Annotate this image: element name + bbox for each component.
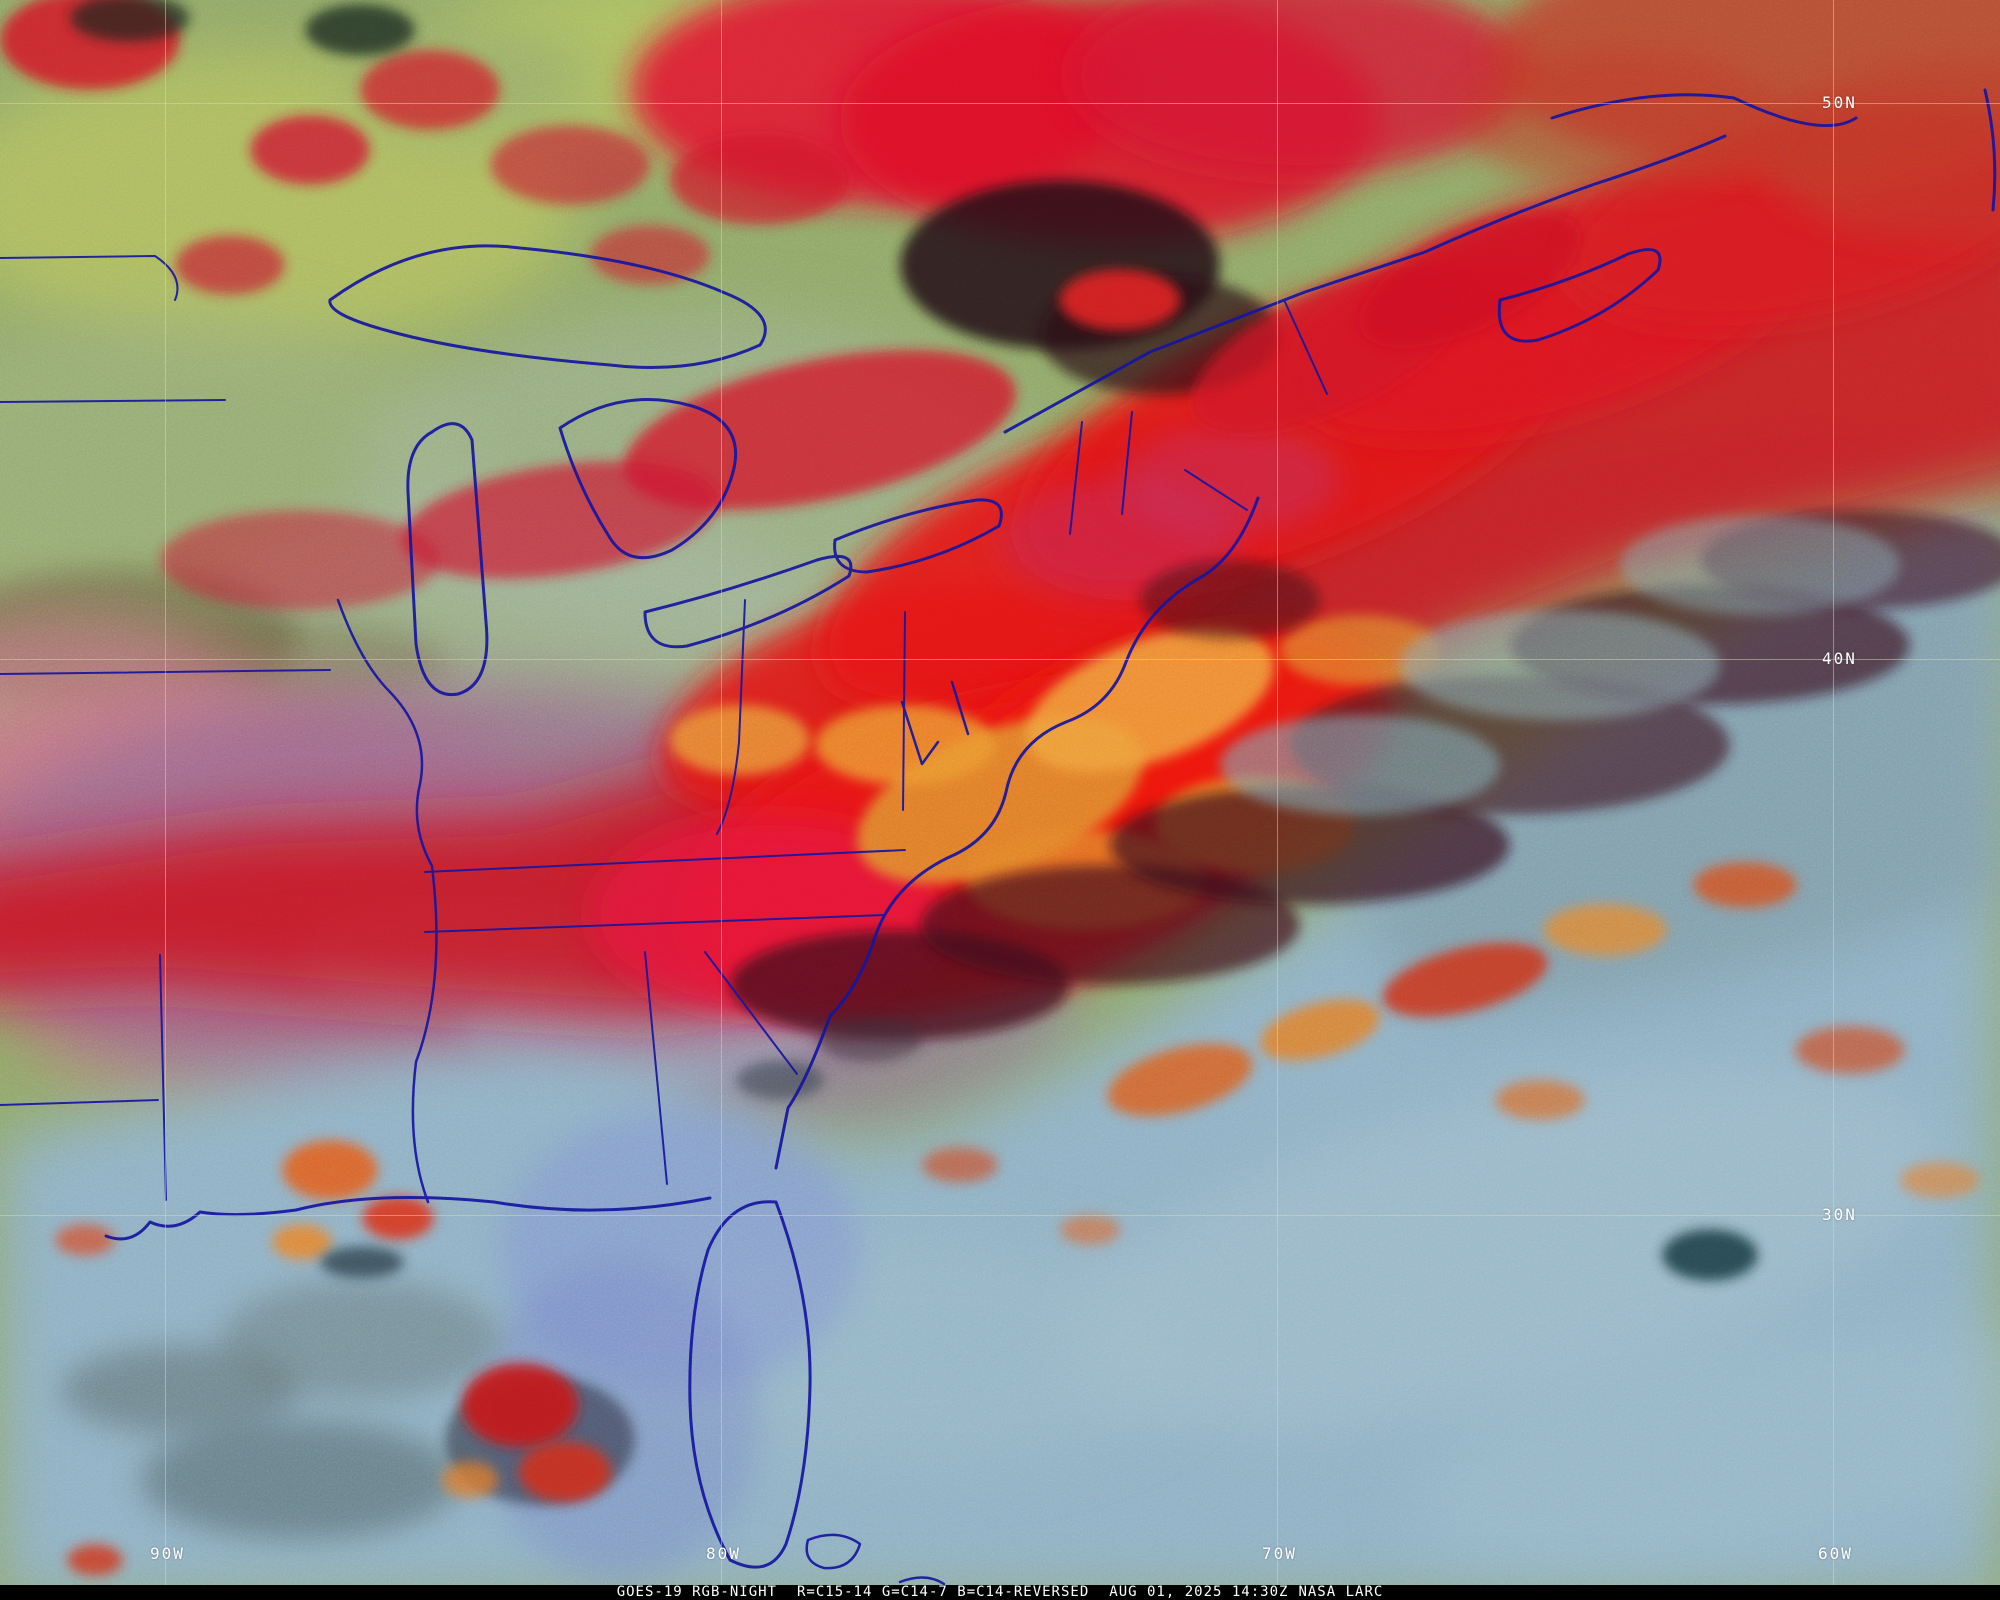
caption-channel-recipe: R=C15-14 G=C14-7 B=C14-REVERSED bbox=[796, 1584, 1090, 1600]
latitude-label-40n: 40N bbox=[1822, 649, 1857, 668]
latitude-label-50n: 50N bbox=[1822, 93, 1857, 112]
gridline-90w bbox=[165, 0, 166, 1585]
gridline-40n bbox=[0, 659, 2000, 660]
longitude-label-80w: 80W bbox=[706, 1544, 741, 1563]
gridline-50n bbox=[0, 103, 2000, 104]
caption-bar: GOES-19 RGB-NIGHT R=C15-14 G=C14-7 B=C14… bbox=[0, 1585, 2000, 1600]
gridline-80w bbox=[721, 0, 722, 1585]
gridline-70w bbox=[1277, 0, 1278, 1585]
gridline-60w bbox=[1833, 0, 1834, 1585]
latitude-label-30n: 30N bbox=[1822, 1205, 1857, 1224]
longitude-label-70w: 70W bbox=[1262, 1544, 1297, 1563]
gridline-30n bbox=[0, 1215, 2000, 1216]
longitude-label-60w: 60W bbox=[1818, 1544, 1853, 1563]
caption-credit: NASA LARC bbox=[1298, 1584, 1384, 1600]
caption-product: GOES-19 RGB-NIGHT bbox=[616, 1584, 777, 1600]
caption-datetime: AUG 01, 2025 14:30Z bbox=[1109, 1584, 1289, 1600]
longitude-label-90w: 90W bbox=[150, 1544, 185, 1563]
